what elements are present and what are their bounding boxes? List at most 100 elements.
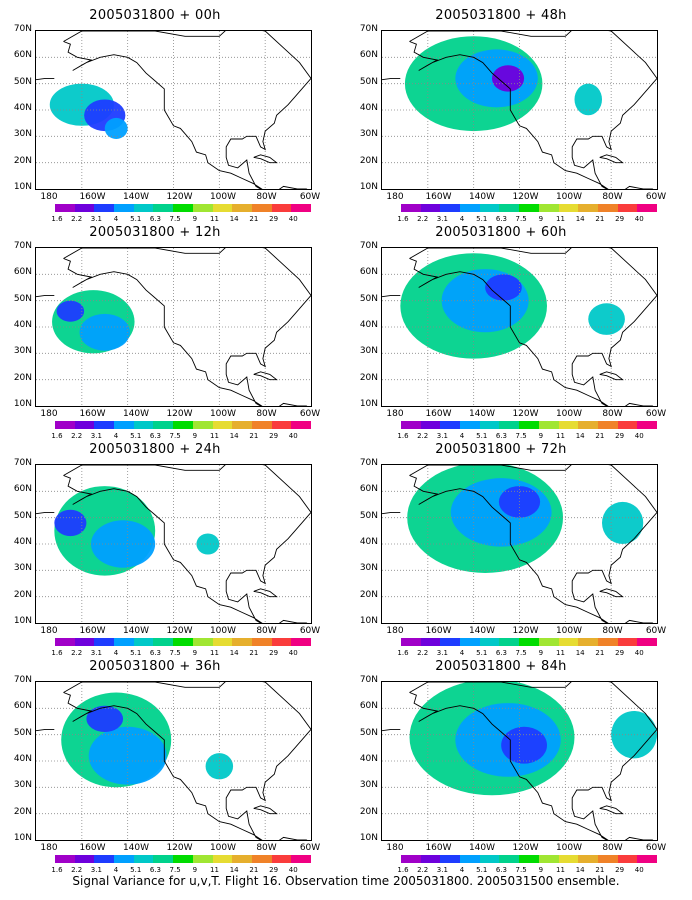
latitude-tick-label: 60N — [359, 701, 378, 712]
colorbar-swatch — [94, 204, 115, 212]
latitude-tick-label: 70N — [13, 241, 32, 251]
variance-blob — [79, 313, 130, 351]
map-canvas — [36, 31, 311, 189]
colorbar-swatch — [479, 421, 500, 429]
colorbar-label: 1.6 — [51, 432, 63, 440]
colorbar-label: 29 — [269, 649, 279, 657]
colorbar-label: 11 — [556, 432, 565, 440]
colorbar-swatch — [519, 204, 539, 212]
colorbar-label: 2.2 — [71, 215, 83, 223]
map-frame — [35, 681, 312, 841]
colorbar-swatch — [637, 204, 657, 212]
coastline — [409, 248, 657, 406]
colorbar-swatch — [597, 855, 618, 863]
colorbar-label: 1.6 — [51, 866, 63, 874]
colorbar-label: 40 — [288, 649, 298, 657]
colorbar-swatch — [94, 421, 115, 429]
colorbar-label: 3.1 — [90, 866, 102, 874]
colorbar-label: 40 — [288, 215, 298, 223]
variance-blob — [485, 274, 522, 301]
colorbar-swatch — [133, 204, 154, 212]
colorbar-label: 40 — [634, 649, 644, 657]
longitude-tick-label: 140W — [468, 843, 496, 853]
colorbar-swatch — [153, 638, 174, 646]
colorbar — [55, 638, 311, 646]
panel-title: 2005031800 + 60h — [435, 225, 567, 240]
latitude-tick-label: 30N — [359, 780, 378, 791]
latitude-tick-label: 20N — [13, 806, 32, 817]
colorbar-swatch — [401, 638, 421, 646]
longitude-tick-label: 60W — [645, 409, 667, 419]
colorbar-swatch — [173, 204, 193, 212]
longitude-tick-label: 120W — [166, 409, 193, 419]
colorbar-label: 2.2 — [71, 866, 83, 874]
longitude-tick-label: 120W — [512, 192, 539, 202]
colorbar-swatch — [460, 855, 480, 863]
colorbar-label: 7.5 — [169, 215, 181, 223]
longitude-tick-label: 60W — [645, 192, 667, 202]
longitude-tick-label: 100W — [555, 626, 583, 636]
map-canvas — [382, 465, 657, 623]
colorbar-swatch — [460, 204, 480, 212]
longitude-tick-label: 160W — [425, 626, 452, 636]
colorbar-label: 11 — [210, 432, 219, 440]
longitude-tick-label: 160W — [79, 843, 106, 853]
colorbar-label: 14 — [575, 866, 585, 874]
coastline — [36, 77, 55, 81]
colorbar-swatch — [578, 204, 598, 212]
colorbar-swatch — [420, 855, 441, 863]
latitude-tick-label: 10N — [359, 399, 378, 409]
latitude-tick-label: 60N — [13, 267, 32, 278]
colorbar-label: 3.1 — [90, 649, 102, 657]
colorbar-label: 4 — [113, 432, 119, 440]
colorbar-swatch — [637, 638, 657, 646]
map-frame — [35, 464, 312, 624]
longitude-tick-label: 100W — [209, 843, 237, 853]
colorbar-label: 21 — [595, 866, 605, 874]
colorbar-swatch — [499, 204, 520, 212]
colorbar-swatch — [192, 421, 213, 429]
colorbar-label: 5.1 — [130, 649, 142, 657]
colorbar-label: 1.6 — [397, 432, 409, 440]
colorbar-swatch — [291, 638, 311, 646]
latitude-tick-label: 60N — [13, 50, 32, 61]
colorbar-swatch — [460, 421, 480, 429]
coastline — [63, 31, 311, 189]
longitude-tick-label: 180 — [386, 626, 404, 636]
map-frame — [381, 464, 658, 624]
coastline — [409, 465, 657, 623]
colorbar-label: 2.2 — [417, 432, 429, 440]
colorbar-swatch — [212, 638, 233, 646]
colorbar-swatch — [153, 421, 174, 429]
coastline — [624, 402, 654, 406]
latitude-tick-label: 50N — [13, 76, 32, 87]
colorbar-swatch — [271, 421, 292, 429]
colorbar-swatch — [114, 638, 134, 646]
longitude-tick-label: 60W — [645, 843, 667, 853]
latitude-tick-label: 40N — [13, 537, 32, 547]
colorbar-label: 7.5 — [169, 432, 181, 440]
colorbar-swatch — [420, 638, 441, 646]
coastline — [36, 511, 55, 515]
colorbar-label: 4 — [459, 432, 465, 440]
latitude-tick-label: 30N — [359, 563, 378, 574]
colorbar-swatch — [401, 855, 421, 863]
latitude-tick-label: 60N — [13, 701, 32, 712]
colorbar-label: 4 — [113, 649, 119, 657]
map-canvas — [36, 682, 311, 840]
colorbar-label: 5.1 — [476, 649, 488, 657]
colorbar-swatch — [251, 204, 272, 212]
colorbar-swatch — [519, 421, 539, 429]
colorbar-label: 21 — [249, 432, 259, 440]
colorbar-label: 6.3 — [149, 432, 161, 440]
colorbar-label: 9 — [538, 649, 544, 657]
coastline — [382, 511, 401, 515]
longitude-tick-label: 80W — [256, 192, 277, 202]
longitude-tick-label: 180 — [40, 626, 58, 636]
latitude-tick-label: 10N — [13, 833, 32, 843]
colorbar-swatch — [192, 638, 213, 646]
colorbar-label: 29 — [269, 866, 279, 874]
coastline — [278, 836, 308, 840]
colorbar-swatch — [212, 421, 233, 429]
latitude-tick-label: 60N — [359, 267, 378, 278]
